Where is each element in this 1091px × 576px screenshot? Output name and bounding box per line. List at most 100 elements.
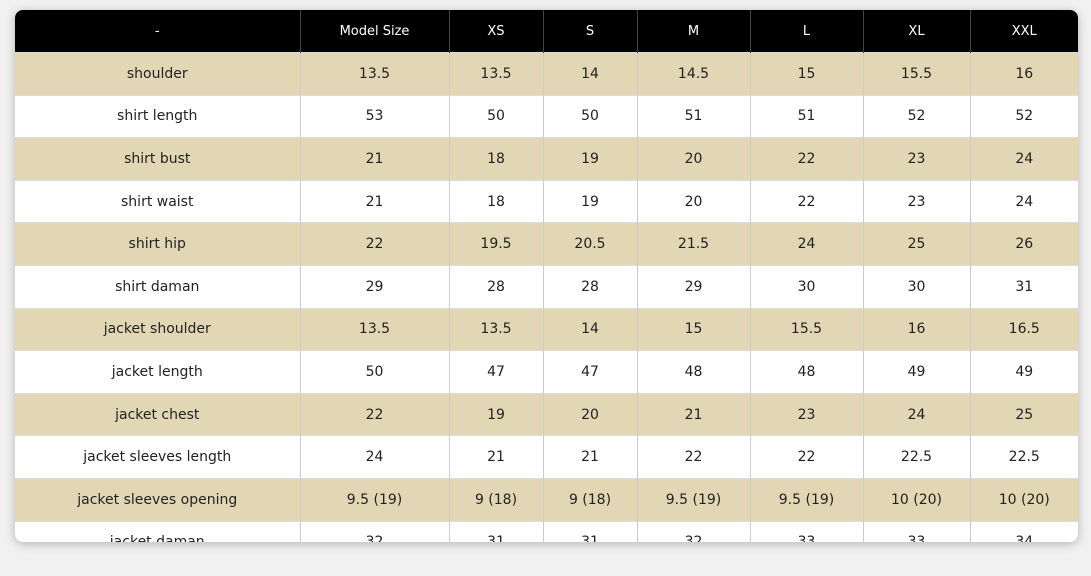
cell: 16.5 [969, 307, 1078, 351]
table-row: shirt hip 22 19.5 20.5 21.5 24 25 26 [15, 222, 1078, 266]
cell: 22 [749, 137, 863, 181]
cell: 15 [636, 307, 750, 351]
cell: 30 [749, 264, 863, 309]
cell: 16 [862, 307, 970, 351]
table-row: jacket daman32313132333334 [15, 520, 1078, 542]
cell: 47 [542, 350, 637, 394]
table-row: jacket chest 22 19 20 21 23 24 25 [15, 392, 1078, 436]
cell: 20 [542, 392, 637, 436]
table-row: jacket shoulder 13.5 13.5 14 15 15.5 16 16.5 [15, 307, 1078, 351]
cell: 19 [448, 392, 543, 436]
row-label: jacket sleeves opening [15, 477, 300, 522]
table-row: shirt daman 29 28 28 29 30 30 31 [15, 264, 1078, 309]
cell: 19.5 [448, 222, 543, 266]
cell: 10 (20) [862, 477, 970, 522]
cell: 22.5 [969, 435, 1078, 479]
cell: 21.5 [636, 222, 750, 266]
header-cell: XXL [969, 10, 1078, 53]
cell: 13.5 [299, 307, 449, 351]
row-label: shirt hip [15, 222, 300, 266]
cell: 33 [862, 520, 970, 542]
row-label: jacket chest [15, 392, 300, 436]
header-row: - Model Size XS S M L XL XXL [15, 10, 1078, 53]
cell: 31 [969, 264, 1078, 309]
cell: 9.5 (19) [299, 477, 449, 522]
cell: 30 [862, 264, 970, 309]
row-label: shirt waist [15, 179, 300, 223]
cell: 21 [636, 392, 750, 436]
cell: 50 [448, 94, 543, 138]
cell: 18 [448, 179, 543, 223]
cell: 50 [299, 350, 449, 394]
cell: 21 [448, 435, 543, 479]
cell: 24 [299, 435, 449, 479]
row-label: shirt bust [15, 137, 300, 181]
cell: 22 [299, 222, 449, 266]
row-label: jacket length [15, 350, 300, 394]
cell: 20.5 [542, 222, 637, 266]
cell: 10 (20) [969, 477, 1078, 522]
cell: 49 [969, 350, 1078, 394]
cell: 23 [862, 179, 970, 223]
cell: 51 [749, 94, 863, 138]
cell: 31 [542, 520, 637, 542]
cell: 52 [862, 94, 970, 138]
cell: 22 [299, 392, 449, 436]
cell: 15 [749, 52, 863, 96]
header-cell: L [749, 10, 863, 53]
header-cell: Model Size [299, 10, 449, 53]
cell: 22 [749, 179, 863, 223]
cell: 28 [448, 264, 543, 309]
cell: 29 [299, 264, 449, 309]
header-cell: - [15, 10, 300, 53]
header-cell: XL [862, 10, 970, 53]
cell: 49 [862, 350, 970, 394]
cell: 32 [636, 520, 750, 542]
cell: 15.5 [862, 52, 970, 96]
cell: 9.5 (19) [636, 477, 750, 522]
header-cell: M [636, 10, 750, 53]
cell: 23 [749, 392, 863, 436]
cell: 47 [448, 350, 543, 394]
cell: 48 [749, 350, 863, 394]
table-row: jacket sleeves length 24 21 21 22 22 22.5 22.5 [15, 435, 1078, 479]
table-row: shoulder 13.5 13.5 14 14.5 15 15.5 16 [15, 52, 1078, 96]
cell: 50 [542, 94, 637, 138]
table-row: shirt waist 21 18 19 20 22 23 24 [15, 179, 1078, 223]
table-row: shirt length 53 50 50 51 51 52 52 [15, 94, 1078, 138]
cell: 20 [636, 137, 750, 181]
cell: 25 [969, 392, 1078, 436]
table-row: jacket length 50 47 47 48 48 49 49 [15, 350, 1078, 394]
cell: 32 [299, 520, 449, 542]
cell: 22.5 [862, 435, 970, 479]
cell: 13.5 [299, 52, 449, 96]
cell: 52 [969, 94, 1078, 138]
cell: 28 [542, 264, 637, 309]
cell: 22 [749, 435, 863, 479]
cell: 53 [299, 94, 449, 138]
cell: 13.5 [448, 52, 543, 96]
row-label: jacket shoulder [15, 307, 300, 351]
cell: 51 [636, 94, 750, 138]
cell: 24 [749, 222, 863, 266]
cell: 24 [969, 179, 1078, 223]
cell: 21 [299, 137, 449, 181]
table-row: shirt bust 21 18 19 20 22 23 24 [15, 137, 1078, 181]
cell: 9 (18) [542, 477, 637, 522]
size-table: - Model Size XS S M L XL XXL shoulder 13.5 13.5 14… [15, 10, 1078, 542]
cell: 20 [636, 179, 750, 223]
cell: 29 [636, 264, 750, 309]
cell: 16 [969, 52, 1078, 96]
row-label: jacket daman [15, 520, 300, 542]
cell: 19 [542, 179, 637, 223]
cell: 21 [542, 435, 637, 479]
cell: 34 [969, 520, 1078, 542]
cell: 24 [969, 137, 1078, 181]
row-label: shirt length [15, 94, 300, 138]
cell: 18 [448, 137, 543, 181]
cell: 9.5 (19) [749, 477, 863, 522]
cell: 13.5 [448, 307, 543, 351]
row-label: shirt daman [15, 264, 300, 309]
row-label: jacket sleeves length [15, 435, 300, 479]
